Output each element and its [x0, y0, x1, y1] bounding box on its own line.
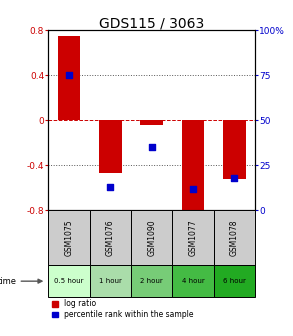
Bar [172, 265, 214, 297]
Text: GSM1075: GSM1075 [64, 219, 74, 256]
Text: 1 hour: 1 hour [99, 278, 122, 284]
Text: time: time [0, 277, 16, 286]
Point [232, 175, 237, 181]
Text: GSM1077: GSM1077 [188, 219, 197, 256]
Bar [223, 120, 246, 179]
Bar [182, 120, 204, 213]
Bar [140, 120, 163, 125]
Bar [131, 265, 172, 297]
Bar [48, 265, 90, 297]
Point [149, 145, 154, 150]
Text: 6 hour: 6 hour [223, 278, 246, 284]
Text: GSM1076: GSM1076 [106, 219, 115, 256]
Point [108, 184, 113, 190]
Bar [48, 210, 90, 265]
Text: 0.5 hour: 0.5 hour [54, 278, 84, 284]
Bar [172, 210, 214, 265]
Bar [214, 265, 255, 297]
Bar [99, 120, 122, 173]
Text: 4 hour: 4 hour [182, 278, 204, 284]
Bar [214, 210, 255, 265]
Point [190, 186, 195, 192]
Text: GSM1078: GSM1078 [230, 219, 239, 256]
Bar [90, 210, 131, 265]
Bar [90, 265, 131, 297]
Text: GSM1090: GSM1090 [147, 219, 156, 256]
Legend: log ratio, percentile rank within the sample: log ratio, percentile rank within the sa… [52, 299, 194, 319]
Title: GDS115 / 3063: GDS115 / 3063 [99, 16, 204, 30]
Bar [58, 36, 80, 120]
Bar [131, 210, 172, 265]
Point [67, 73, 71, 78]
Text: 2 hour: 2 hour [140, 278, 163, 284]
